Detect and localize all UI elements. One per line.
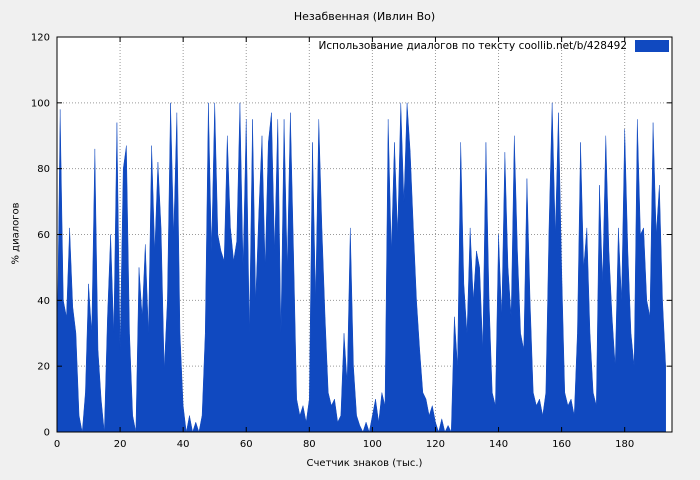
- x-tick-label: 40: [177, 439, 190, 450]
- x-tick-label: 160: [552, 439, 571, 450]
- y-tick-label: 20: [37, 362, 50, 373]
- legend-label: Использование диалогов по тексту coollib…: [318, 40, 627, 52]
- y-tick-label: 120: [31, 33, 50, 44]
- y-tick-label: 40: [37, 296, 50, 307]
- y-tick-label: 80: [37, 164, 50, 175]
- chart-title: Незабвенная (Ивлин Во): [293, 10, 436, 23]
- x-tick-label: 80: [303, 439, 316, 450]
- x-tick-label: 120: [426, 439, 445, 450]
- y-tick-label: 0: [44, 428, 50, 439]
- x-tick-label: 180: [615, 439, 634, 450]
- x-tick-label: 100: [363, 439, 382, 450]
- x-tick-label: 20: [114, 439, 127, 450]
- x-tick-label: 140: [489, 439, 508, 450]
- legend: Использование диалогов по тексту coollib…: [57, 40, 669, 52]
- y-tick-label: 100: [31, 98, 50, 109]
- x-axis-label: Счетчик знаков (тыс.): [306, 458, 423, 469]
- y-tick-label: 60: [37, 230, 50, 241]
- y-axis-label: % диалогов: [10, 202, 22, 265]
- x-tick-label: 0: [54, 439, 60, 450]
- x-tick-label: 60: [240, 439, 253, 450]
- legend-swatch: [635, 40, 669, 52]
